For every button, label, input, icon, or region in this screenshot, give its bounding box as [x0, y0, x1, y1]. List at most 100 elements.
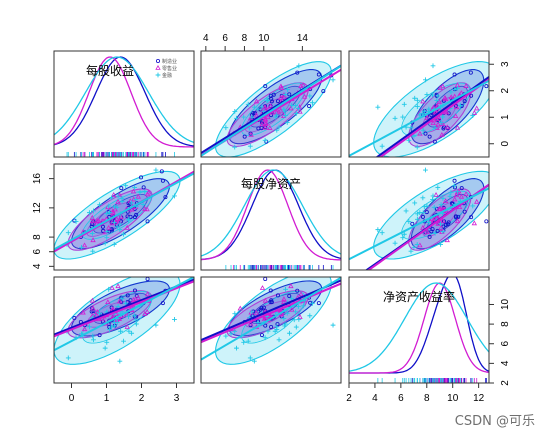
- data-point: [457, 103, 463, 108]
- data-point: [284, 120, 290, 125]
- tick-label: 12: [473, 393, 485, 404]
- data-point: [316, 72, 321, 77]
- data-point: [423, 167, 428, 173]
- data-point: [137, 189, 143, 195]
- data-point: [132, 185, 138, 191]
- data-point: [125, 293, 130, 298]
- data-point: [91, 208, 96, 214]
- data-point: [424, 210, 429, 215]
- data-point: [417, 112, 423, 118]
- data-point: [102, 345, 108, 351]
- data-point: [289, 306, 295, 312]
- data-point: [118, 328, 123, 334]
- data-point: [430, 193, 436, 199]
- data-point: [259, 104, 265, 110]
- axis-right-2: 2 4 6 8 10: [489, 298, 511, 386]
- data-point: [241, 339, 247, 345]
- data-point: [135, 294, 141, 300]
- data-point: [471, 220, 478, 226]
- data-point: [81, 242, 88, 248]
- data-point: [155, 64, 161, 70]
- data-point: [262, 297, 269, 303]
- data-point: [105, 299, 111, 305]
- data-point: [172, 317, 177, 322]
- data-point: [414, 216, 420, 222]
- data-density-curve: [349, 282, 489, 372]
- data-point: [153, 322, 159, 328]
- data-point: [232, 144, 238, 150]
- data-point: [253, 98, 260, 104]
- data-point: [87, 210, 92, 216]
- data-point: [115, 198, 121, 204]
- axis-bottom-0: 0 1 2 3: [69, 383, 180, 404]
- data-density-curve: [201, 169, 341, 261]
- data-point: [301, 303, 307, 309]
- data-point: [284, 310, 290, 316]
- data-point: [424, 115, 430, 121]
- data-point: [91, 337, 96, 343]
- data-point: [262, 117, 269, 123]
- data-point: [440, 83, 446, 89]
- data-point: [281, 316, 287, 321]
- data-point: [267, 103, 274, 109]
- data-point: [442, 198, 449, 204]
- tick-label: 10: [447, 393, 459, 404]
- data-point: [435, 121, 441, 127]
- data-point: [392, 240, 398, 246]
- data-point: [430, 120, 436, 126]
- tick-label: 8: [32, 234, 43, 240]
- data-point: [223, 125, 229, 131]
- data-point: [129, 206, 135, 212]
- data-point: [237, 305, 243, 311]
- panel-frame: [348, 276, 490, 384]
- data-point: [470, 113, 476, 118]
- data-point: [392, 115, 398, 121]
- data-point: [452, 178, 457, 183]
- data-point: [114, 224, 120, 230]
- data-point: [119, 296, 125, 302]
- tick-label: 1: [500, 114, 511, 120]
- data-point: [412, 200, 418, 206]
- data-point: [484, 84, 489, 89]
- data-point: [278, 83, 284, 89]
- data-point: [104, 235, 110, 241]
- data-point: [417, 130, 423, 136]
- data-point: [420, 127, 426, 133]
- data-point: [276, 124, 282, 130]
- panel-0-0: [54, 56, 194, 157]
- data-point: [491, 176, 494, 179]
- data-point: [160, 263, 163, 266]
- panel-0-1: [201, 61, 341, 157]
- data-point: [300, 82, 306, 88]
- data-point: [295, 106, 301, 111]
- data-point: [440, 195, 446, 201]
- data-point: [330, 322, 336, 328]
- data-point: [417, 242, 423, 248]
- data-point: [117, 227, 123, 233]
- data-point: [440, 229, 446, 234]
- data-point: [234, 115, 239, 121]
- data-point: [135, 193, 141, 199]
- data-point: [316, 301, 321, 306]
- data-point: [124, 324, 130, 329]
- data-point: [106, 286, 112, 292]
- data-point: [232, 108, 238, 114]
- data-point: [408, 125, 414, 131]
- data-point: [281, 299, 287, 305]
- data-point: [438, 225, 444, 230]
- data-point: [269, 99, 274, 104]
- data-point: [160, 301, 165, 306]
- data-point: [287, 330, 292, 336]
- data-point: [282, 321, 288, 327]
- data-point: [430, 197, 435, 202]
- data-point: [435, 228, 440, 233]
- data-point: [469, 93, 474, 98]
- panel-frame: [348, 50, 490, 158]
- tick-label: 4: [203, 33, 209, 44]
- data-point: [268, 288, 273, 293]
- data-point: [456, 214, 461, 219]
- data-point: [132, 313, 138, 319]
- data-point: [411, 133, 417, 139]
- panel-frame: [200, 163, 342, 271]
